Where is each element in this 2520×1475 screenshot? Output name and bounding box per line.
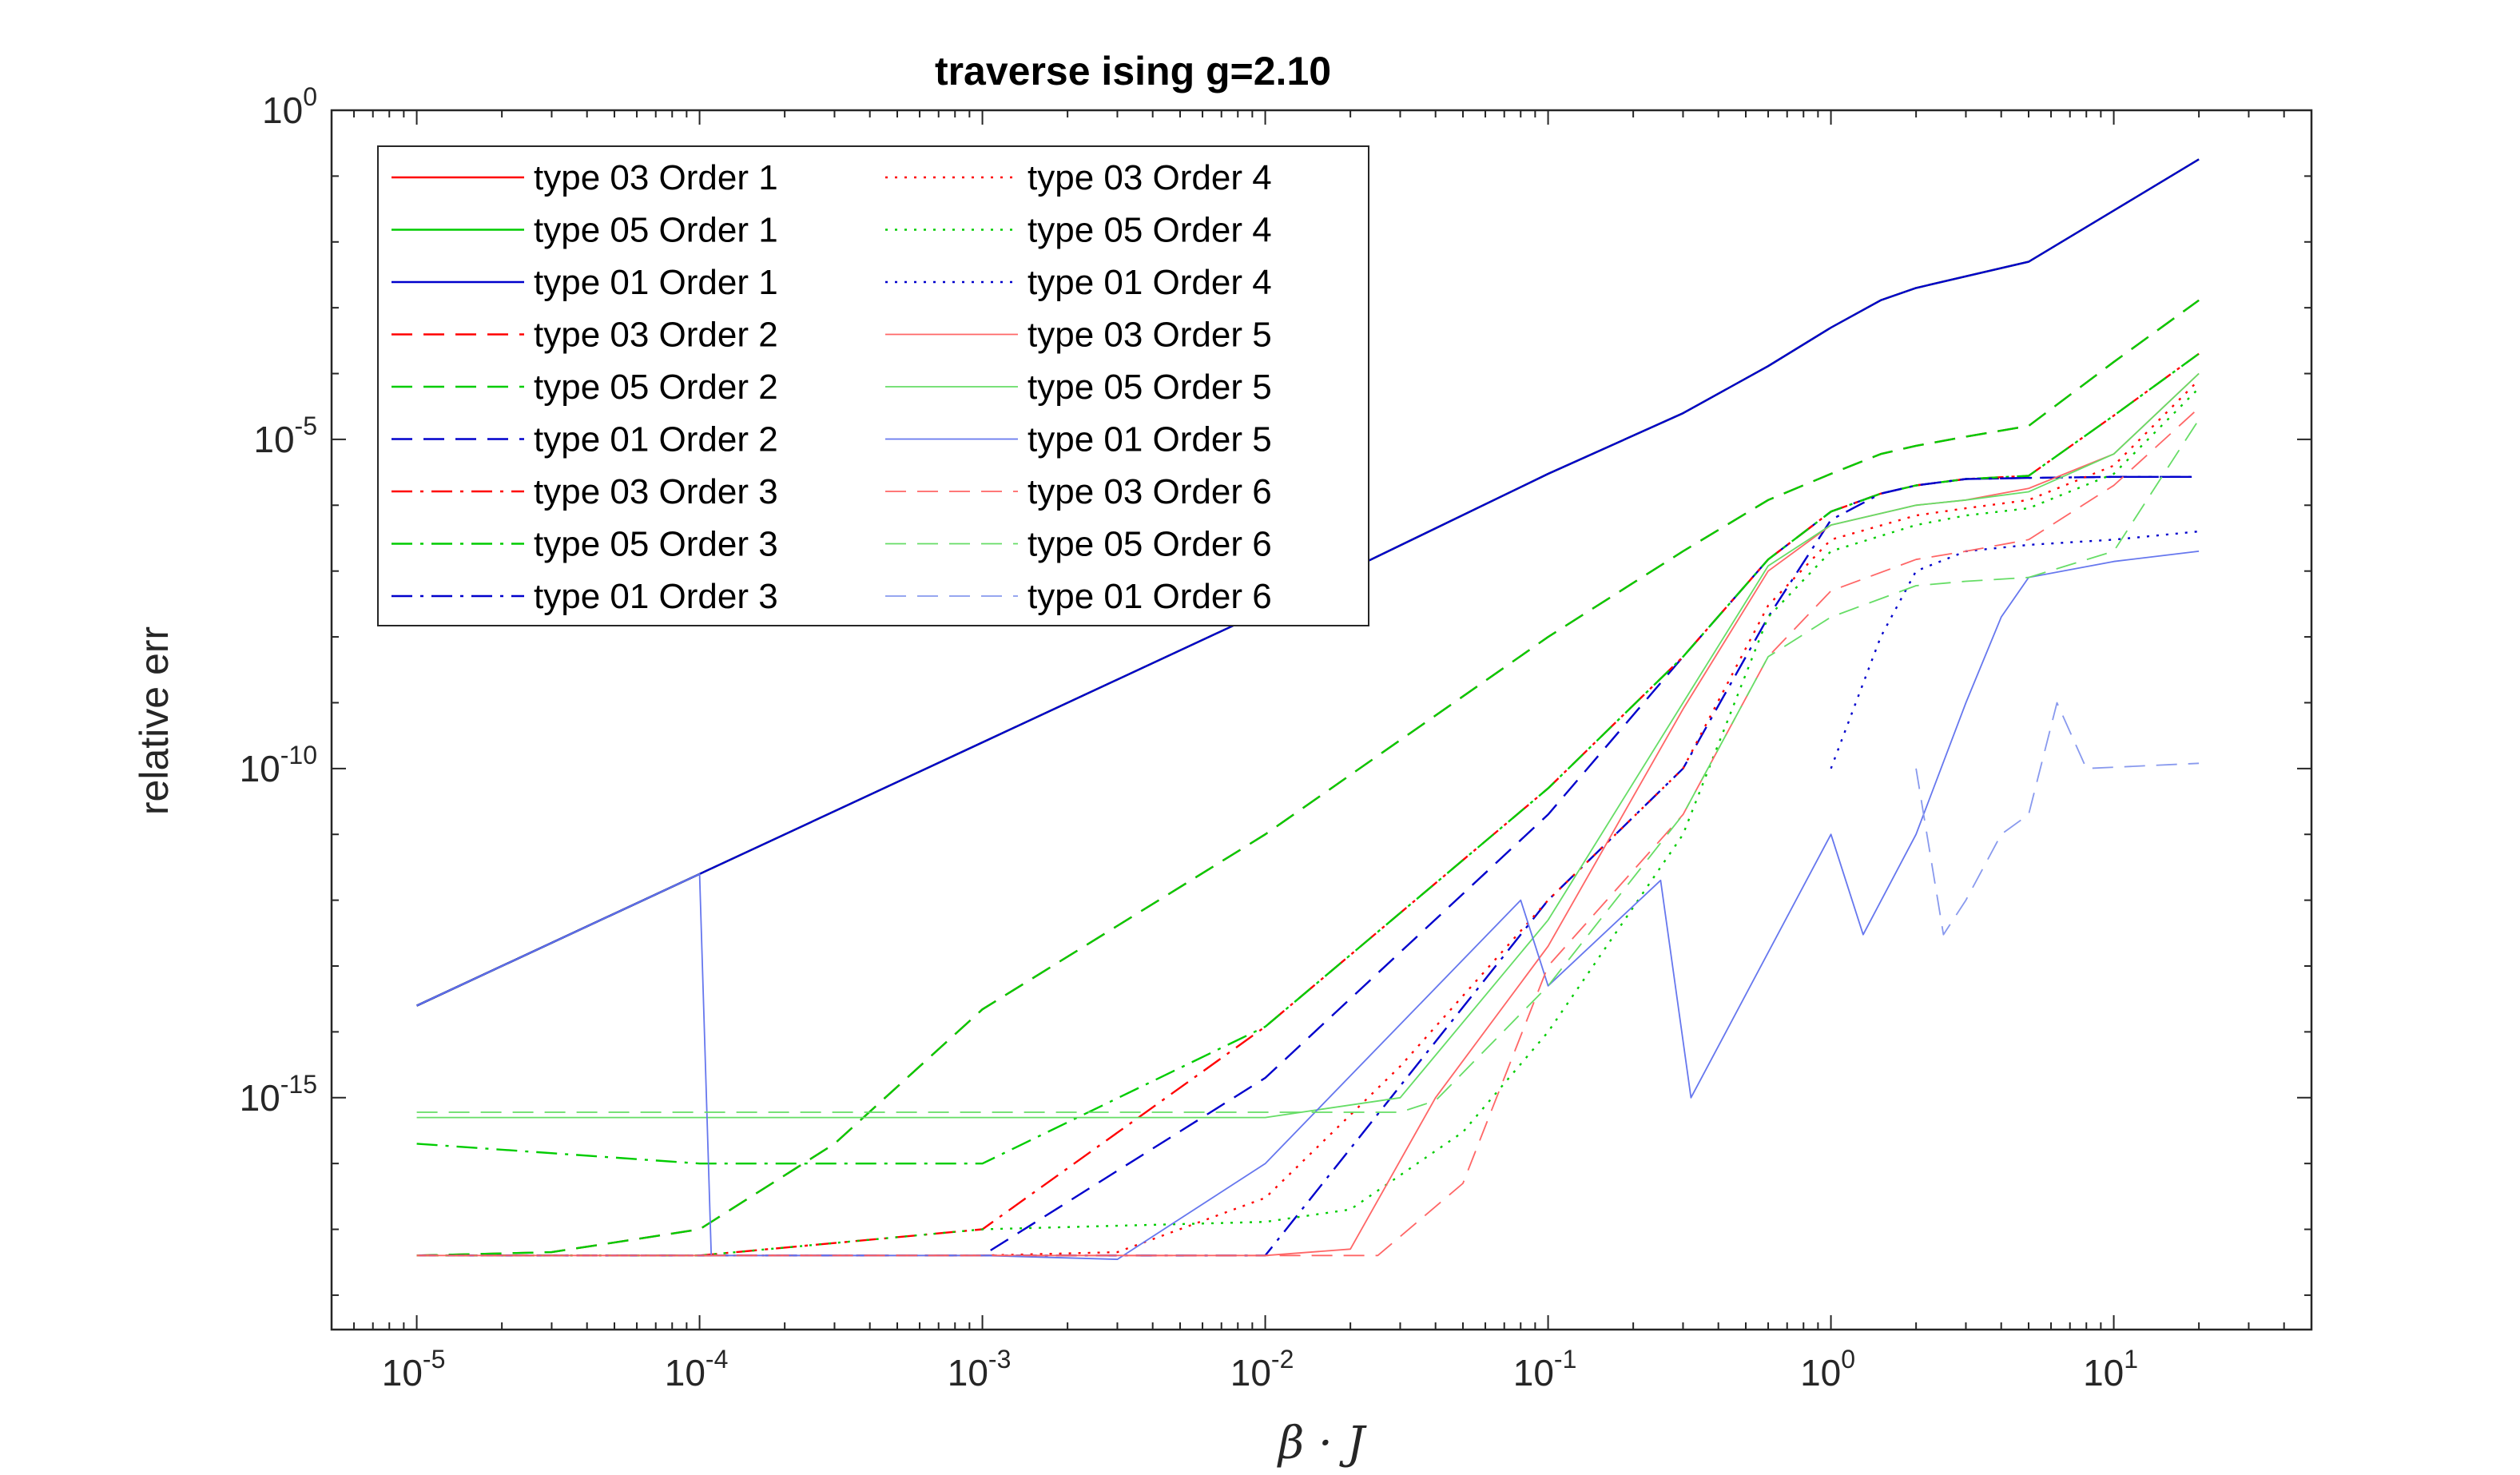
x-tick-label: 10-2	[1230, 1345, 1294, 1393]
series-line-10	[416, 379, 2200, 1257]
series-line-8	[416, 352, 2200, 1165]
y-tick-label: 10-5	[253, 411, 317, 460]
legend-label: type 03 Order 5	[1027, 316, 1272, 355]
chart-title: traverse ising g=2.10	[935, 49, 1331, 93]
series-line-16	[416, 407, 2200, 1257]
legend-label: type 01 Order 4	[1027, 263, 1272, 302]
x-tick-label: 10-4	[665, 1345, 729, 1393]
y-tick-label: 100	[262, 82, 317, 131]
tick-layer: 10-5 10-4 10-3 10-2 10-1 100 101 10-15 10-10 10-5…	[240, 82, 2312, 1393]
x-tick-label: 10-3	[948, 1345, 1012, 1393]
series-layer	[416, 158, 2200, 1260]
legend-label: type 01 Order 3	[534, 577, 778, 616]
legend-label: type 03 Order 2	[534, 316, 778, 355]
x-axis-label: β · J	[1277, 1417, 1368, 1469]
series-line-14	[416, 372, 2200, 1119]
legend-label: type 03 Order 1	[534, 158, 778, 197]
legend-label: type 01 Order 5	[1027, 420, 1272, 459]
legend-label: type 01 Order 2	[534, 420, 778, 459]
x-tick-label: 10-1	[1513, 1345, 1577, 1393]
y-tick-label: 10-10	[240, 741, 317, 789]
legend-label: type 05 Order 3	[534, 525, 778, 564]
x-tick-label: 10-5	[382, 1345, 446, 1393]
x-tick-label: 100	[1800, 1345, 1855, 1393]
series-line-3	[416, 158, 2200, 1007]
series-line-17	[416, 419, 2200, 1113]
x-tick-label: 101	[2083, 1345, 2138, 1393]
legend-label: type 05 Order 2	[534, 368, 778, 407]
legend-label: type 05 Order 5	[1027, 368, 1272, 407]
legend-label: type 01 Order 6	[1027, 577, 1272, 616]
legend-label: type 03 Order 6	[1027, 472, 1272, 511]
legend-label: type 05 Order 1	[534, 211, 778, 250]
series-line-5	[416, 299, 2200, 1257]
legend: type 03 Order 1 type 05 Order 1 type 01 Or…	[377, 145, 1369, 626]
legend-label: type 03 Order 3	[534, 472, 778, 511]
legend-label: type 05 Order 6	[1027, 525, 1272, 564]
legend-box	[377, 145, 1369, 626]
legend-label: type 03 Order 4	[1027, 158, 1272, 197]
legend-label: type 01 Order 1	[534, 263, 778, 302]
plot-frame	[330, 109, 2313, 1331]
legend-label: type 05 Order 4	[1027, 211, 1272, 250]
y-axis-label: relative err	[132, 626, 177, 815]
series-line-18	[1915, 702, 2200, 936]
y-tick-label: 10-15	[240, 1070, 317, 1119]
